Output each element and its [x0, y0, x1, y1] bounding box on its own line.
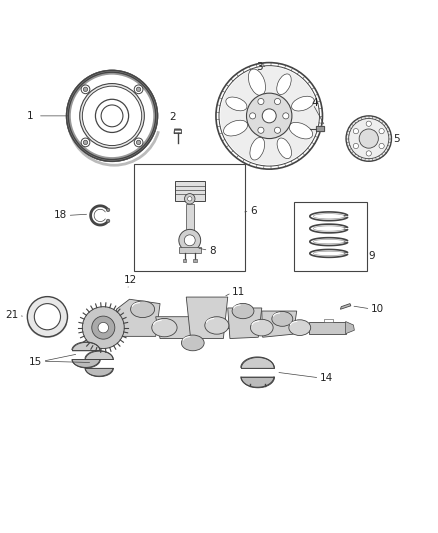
Polygon shape	[183, 259, 186, 262]
Bar	[134, 164, 245, 271]
Polygon shape	[346, 321, 354, 334]
Circle shape	[179, 229, 201, 251]
Circle shape	[366, 121, 371, 126]
Circle shape	[81, 85, 90, 94]
Circle shape	[134, 138, 143, 147]
Circle shape	[136, 140, 141, 144]
Text: 9: 9	[368, 251, 375, 261]
Circle shape	[98, 322, 109, 333]
Ellipse shape	[131, 301, 155, 318]
Circle shape	[258, 99, 264, 104]
Circle shape	[247, 93, 292, 139]
Text: 8: 8	[209, 246, 216, 256]
Text: 12: 12	[124, 275, 138, 285]
Polygon shape	[175, 181, 205, 201]
Circle shape	[82, 306, 124, 349]
Ellipse shape	[272, 311, 293, 326]
Text: 3: 3	[256, 61, 262, 71]
Ellipse shape	[181, 335, 204, 351]
Circle shape	[184, 235, 195, 246]
Circle shape	[106, 219, 110, 223]
Text: 6: 6	[251, 206, 257, 216]
Text: 15: 15	[29, 357, 42, 367]
Circle shape	[250, 113, 256, 119]
Circle shape	[67, 70, 157, 161]
Text: 18: 18	[54, 211, 67, 221]
Ellipse shape	[226, 97, 247, 111]
Circle shape	[92, 316, 115, 339]
Bar	[294, 202, 367, 271]
Polygon shape	[228, 308, 262, 338]
Circle shape	[379, 128, 384, 134]
Circle shape	[81, 138, 90, 147]
Ellipse shape	[277, 74, 291, 94]
Polygon shape	[80, 84, 145, 148]
Circle shape	[359, 129, 378, 148]
Circle shape	[283, 113, 289, 119]
Ellipse shape	[277, 138, 292, 159]
Polygon shape	[179, 247, 201, 253]
Polygon shape	[193, 259, 197, 262]
Polygon shape	[117, 299, 160, 336]
Text: 21: 21	[5, 310, 18, 320]
Circle shape	[379, 143, 384, 149]
Circle shape	[220, 67, 318, 165]
Ellipse shape	[248, 69, 265, 95]
Polygon shape	[324, 319, 332, 322]
Text: 1: 1	[27, 111, 34, 121]
Circle shape	[353, 128, 359, 134]
Ellipse shape	[289, 320, 311, 335]
Ellipse shape	[223, 120, 247, 136]
Circle shape	[27, 297, 67, 337]
Ellipse shape	[251, 319, 273, 336]
Circle shape	[34, 304, 60, 330]
Polygon shape	[174, 129, 181, 133]
Text: 4: 4	[312, 98, 318, 108]
Text: 11: 11	[232, 287, 245, 297]
Ellipse shape	[289, 123, 313, 139]
Ellipse shape	[232, 303, 254, 319]
Circle shape	[346, 116, 392, 161]
Circle shape	[106, 208, 110, 212]
Polygon shape	[316, 126, 324, 131]
Polygon shape	[340, 304, 351, 309]
Text: 5: 5	[394, 134, 400, 143]
Ellipse shape	[205, 317, 229, 334]
Text: 10: 10	[371, 304, 384, 314]
Ellipse shape	[250, 138, 265, 160]
Circle shape	[187, 197, 192, 201]
Polygon shape	[82, 86, 142, 146]
Circle shape	[353, 143, 359, 149]
Circle shape	[262, 109, 276, 123]
Polygon shape	[186, 297, 228, 338]
Circle shape	[366, 151, 371, 156]
Polygon shape	[155, 317, 195, 338]
Circle shape	[184, 193, 195, 204]
Circle shape	[275, 99, 281, 104]
Text: 14: 14	[320, 373, 334, 383]
Circle shape	[83, 87, 88, 92]
Circle shape	[136, 87, 141, 92]
Ellipse shape	[292, 96, 314, 111]
Circle shape	[258, 127, 264, 133]
Polygon shape	[308, 321, 346, 334]
Text: 2: 2	[169, 111, 176, 122]
Circle shape	[134, 85, 143, 94]
Polygon shape	[186, 204, 194, 231]
Circle shape	[83, 140, 88, 144]
Ellipse shape	[152, 318, 177, 337]
Circle shape	[275, 127, 281, 133]
Circle shape	[216, 62, 322, 169]
Polygon shape	[262, 311, 297, 337]
